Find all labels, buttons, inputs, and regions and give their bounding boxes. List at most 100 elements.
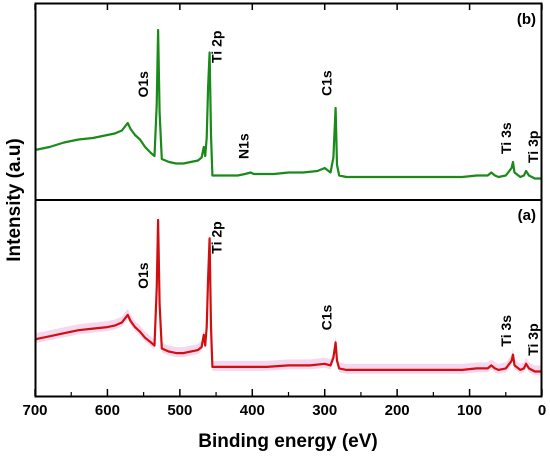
data-point-bottom [203,334,205,336]
data-point-top [302,171,304,174]
data-point-top [211,174,213,177]
highlight-band-bottom [35,214,542,376]
data-point-bottom [114,325,116,327]
data-point-top [207,86,209,88]
data-point-top [153,155,156,157]
data-point-top [497,176,500,178]
data-point-top [114,132,116,135]
data-point-bottom [121,321,123,324]
data-point-bottom [156,288,158,290]
data-point-bottom [204,344,206,347]
data-point-bottom [159,303,161,305]
data-point-bottom [77,329,80,331]
data-point-bottom [440,369,442,371]
data-point-bottom [494,367,496,369]
peak-label-top-n1s: N1s [235,133,251,159]
panel-label-bottom: (a) [518,207,536,224]
data-point-bottom [237,366,239,368]
data-point-bottom [207,277,209,279]
data-point-top [144,146,146,148]
data-point-bottom [525,363,527,365]
data-point-top [215,174,217,177]
data-point-top [487,174,489,177]
data-point-bottom [476,367,478,369]
data-point-bottom [505,367,507,369]
data-point-top [210,134,212,136]
data-point-bottom [127,314,129,316]
data-point-bottom [511,360,513,362]
panel-label-top: (b) [517,11,536,28]
data-point-top [461,176,463,178]
highlight-bands [35,214,542,376]
data-point-bottom [461,369,463,371]
data-point-top [203,146,205,148]
data-point-bottom [139,331,141,333]
data-point-bottom [63,332,65,334]
peak-label-bottom-ti-2p: Ti 2p [209,221,225,253]
data-point-bottom [335,341,337,343]
data-point-top [121,129,123,132]
data-point-top [329,171,332,174]
data-point-top [336,164,338,166]
data-point-top [182,162,185,165]
peak-label-top-ti-2p: Ti 2p [209,31,225,63]
data-point-top [534,177,536,180]
data-point-top [244,173,246,175]
data-point-top [324,167,326,169]
data-point-top [258,173,261,175]
data-point-top [48,146,51,148]
data-point-top [237,174,239,177]
data-point-top [230,174,232,177]
peak-label-bottom-c1s: C1s [319,305,335,331]
peak-label-bottom-ti-3p: Ti 3p [525,323,541,355]
data-point-top [360,176,362,178]
data-point-top [523,174,525,177]
data-point-top [134,134,136,136]
x-tick-label: 0 [538,402,546,419]
data-point-top [157,29,159,31]
data-point-top [130,128,132,130]
x-tick-label: 500 [167,402,192,419]
data-point-bottom [519,369,521,371]
data-point-top [287,171,290,174]
data-point-bottom [201,346,203,348]
data-point-bottom [211,366,213,368]
data-point-top [63,141,65,144]
data-point-top [345,176,347,178]
data-point-bottom [209,237,211,239]
data-point-top [440,176,442,178]
data-point-top [528,174,530,177]
data-point-top [332,156,334,159]
data-point-bottom [92,328,94,330]
series-line-bottom [34,218,542,373]
data-point-top [197,159,199,162]
x-tick-label: 100 [457,402,482,419]
data-point-bottom [396,369,398,371]
data-point-top [335,107,337,109]
data-point-bottom [287,364,290,366]
data-point-top [127,122,129,124]
data-point-top [374,176,376,178]
data-point-top [396,176,398,178]
data-point-bottom [360,369,362,371]
data-point-bottom [134,326,136,328]
peak-label-top-o1s: O1s [135,71,151,98]
series-line-top [34,28,542,180]
peak-label-bottom-o1s: O1s [135,262,151,289]
data-point-top [273,173,275,175]
data-point-bottom [418,369,420,371]
data-point-bottom [168,351,170,353]
data-point-top [204,155,206,157]
data-point-bottom [106,326,108,328]
data-point-top [513,171,516,174]
data-point-bottom [513,364,516,366]
data-point-top [418,176,420,178]
data-point-top [209,51,211,54]
data-point-bottom [324,363,326,365]
data-point-bottom [190,351,192,353]
data-point-top [519,176,521,178]
data-point-bottom [150,341,152,343]
x-axis-ticks: 700 600 500 400 300 200 100 0 [22,4,546,419]
data-point-bottom [153,344,156,347]
